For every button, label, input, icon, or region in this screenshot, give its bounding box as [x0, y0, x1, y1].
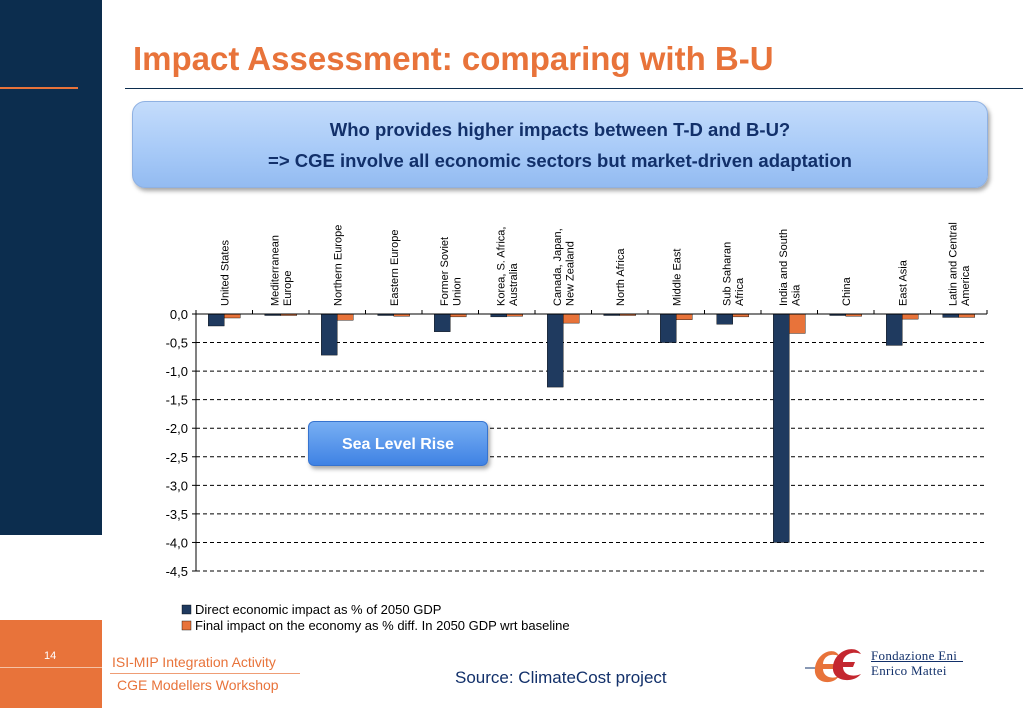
category-label-line: Mediterranean	[270, 235, 282, 306]
category-label: Latin and Central America	[948, 222, 973, 306]
y-tick-label: -4,5	[166, 564, 188, 579]
footer-rule	[110, 673, 300, 674]
category-label-line: Eastern Europe	[389, 230, 401, 306]
category-label-line: China	[841, 276, 853, 306]
bar-direct-impact	[321, 313, 338, 356]
category-label: East Asia	[897, 259, 909, 306]
footer-event: ISI-MIP Integration Activity	[112, 654, 276, 670]
bar-final-impact	[676, 313, 693, 320]
category-label: Former Soviet Union	[439, 237, 464, 306]
impact-bar-chart: 0,0 -0,5 -1,0 -1,5 -2,0 -2,5 -3,0 -3,5 -4,0 -4,5 …	[140, 212, 1000, 647]
category-label-line: East Asia	[897, 259, 909, 306]
bar-direct-impact	[886, 313, 903, 346]
category-label-line: Union	[452, 277, 464, 306]
bar-final-impact	[337, 313, 354, 321]
bar-final-impact	[902, 313, 919, 320]
chart-gridlines	[196, 342, 987, 572]
chart-bars	[208, 313, 975, 543]
bar-final-impact	[563, 313, 580, 324]
bar-direct-impact	[942, 313, 959, 318]
category-label: North Africa	[615, 248, 627, 306]
y-tick-label: -1,5	[166, 393, 188, 408]
y-tick-label: -3,5	[166, 507, 188, 522]
category-label: Mediterranean Europe	[270, 235, 295, 306]
left-navy-bar	[0, 0, 102, 535]
category-label-line: Canada, Japan,	[552, 228, 564, 306]
legend-swatch	[181, 620, 192, 631]
category-label-line: Asia	[791, 284, 803, 306]
bar-direct-impact	[208, 313, 225, 327]
slide-number-rule	[0, 667, 102, 668]
category-label-line: Middle East	[671, 249, 683, 306]
category-label-line: Latin and Central	[948, 222, 960, 306]
category-label-line: America	[960, 265, 972, 306]
chart-canvas: 0,0-0,5-1,0-1,5-2,0-2,5-3,0-3,5-4,0-4,5 …	[166, 222, 988, 633]
category-label: India and South Asia	[778, 229, 803, 306]
bar-direct-impact	[716, 313, 733, 325]
title-rule	[125, 88, 1023, 89]
legend-entry: Final impact on the economy as % diff. I…	[195, 618, 570, 633]
category-label: China	[841, 276, 853, 306]
category-label: Eastern Europe	[389, 230, 401, 306]
bar-direct-impact	[773, 313, 790, 543]
chart-legend: Direct economic impact as % of 2050 GDPF…	[181, 602, 570, 633]
logo-rule	[871, 661, 963, 662]
slide-number-block	[0, 620, 102, 708]
y-tick-label: -2,0	[166, 421, 188, 436]
legend-entry: Direct economic impact as % of 2050 GDP	[195, 602, 441, 617]
callout-question: Who provides higher impacts between T-D …	[329, 119, 791, 140]
category-label-line: United States	[219, 239, 231, 306]
chart-category-labels: United States Mediterranean Europe Northern…	[219, 222, 972, 306]
logo-text-mattei: Enrico Mattei	[871, 663, 947, 678]
category-label-line: Sub Saharan	[722, 242, 734, 306]
sea-level-rise-label: Sea Level Rise	[308, 421, 488, 466]
y-tick-label: -0,5	[166, 336, 188, 351]
y-tick-label: 0,0	[170, 307, 188, 322]
category-label: Sub Saharan Africa	[722, 242, 747, 306]
bar-direct-impact	[434, 313, 451, 332]
category-label-line: Europe	[282, 271, 294, 306]
chart-axes	[192, 310, 988, 572]
bar-final-impact	[789, 313, 806, 334]
y-tick-label: -1,0	[166, 364, 188, 379]
category-label: Canada, Japan, New Zealand	[552, 228, 577, 306]
y-tick-label: -2,5	[166, 450, 188, 465]
category-label: Northern Europe	[332, 225, 344, 306]
legend-swatch	[181, 604, 192, 615]
slide-number: 14	[44, 650, 57, 662]
source-note: Source: ClimateCost project	[455, 668, 667, 687]
left-accent-line	[0, 87, 78, 89]
y-tick-label: -3,0	[166, 478, 188, 493]
footer-workshop: CGE Modellers Workshop	[117, 677, 279, 693]
bar-final-impact	[958, 313, 975, 318]
category-label-line: Former Soviet	[439, 237, 451, 306]
feem-logo-icon	[805, 649, 861, 683]
category-label-line: New Zealand	[565, 241, 577, 306]
category-label: United States	[219, 239, 231, 306]
category-label-line: India and South	[778, 229, 790, 306]
bar-final-impact	[224, 313, 241, 319]
category-label-line: Australia	[508, 262, 520, 306]
logo-text-fondazione: Fondazione Eni	[871, 648, 958, 663]
chart-y-tick-labels: 0,0 -0,5 -1,0 -1,5 -2,0 -2,5 -3,0 -3,5 -4,0 -4,5	[166, 307, 188, 579]
callout-answer: => CGE involve all economic sectors but …	[268, 150, 852, 171]
bar-direct-impact	[547, 313, 564, 388]
bar-direct-impact	[660, 313, 677, 343]
category-label: Korea, S. Africa, Australia	[496, 227, 521, 306]
category-label-line: Northern Europe	[332, 225, 344, 306]
category-label: Middle East	[671, 249, 683, 306]
question-callout: Who provides higher impacts between T-D …	[132, 101, 988, 188]
category-label-line: Africa	[734, 277, 746, 306]
slide-title: Impact Assessment: comparing with B-U	[133, 40, 774, 77]
category-label-line: Korea, S. Africa,	[496, 227, 508, 306]
category-label-line: North Africa	[615, 248, 627, 306]
y-tick-label: -4,0	[166, 535, 188, 550]
